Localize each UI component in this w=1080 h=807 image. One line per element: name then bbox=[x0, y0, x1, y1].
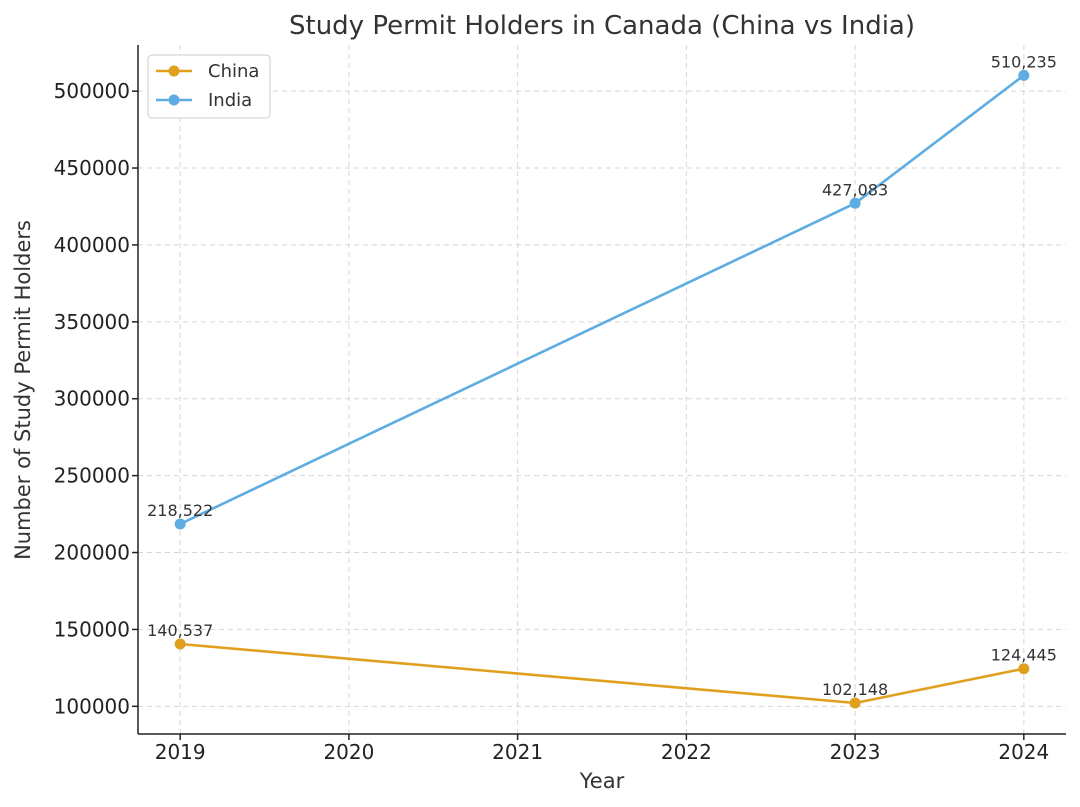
y-axis-label: Number of Study Permit Holders bbox=[11, 220, 35, 560]
y-tick-label: 450000 bbox=[54, 156, 130, 180]
legend: China India bbox=[147, 54, 271, 119]
y-tick-label: 250000 bbox=[54, 464, 130, 488]
x-tick-label: 2019 bbox=[155, 740, 206, 764]
china-data-point bbox=[849, 697, 861, 709]
data-labels: 140,537 102,148 124,445 218,522 427,083 510,2… bbox=[147, 52, 1057, 699]
india-data-point bbox=[174, 518, 186, 530]
x-tick-label: 2023 bbox=[830, 740, 881, 764]
china-legend-label: China bbox=[208, 61, 259, 82]
india-data-point bbox=[1018, 69, 1030, 81]
india-data-label: 218,522 bbox=[147, 501, 213, 520]
y-tick-label: 400000 bbox=[54, 233, 130, 257]
y-tick-label: 100000 bbox=[54, 694, 130, 718]
x-tick-label: 2024 bbox=[998, 740, 1049, 764]
india-legend-label: India bbox=[208, 90, 252, 111]
x-tick-label: 2020 bbox=[323, 740, 374, 764]
india-data-label: 427,083 bbox=[822, 180, 888, 199]
y-tick-label: 500000 bbox=[54, 79, 130, 103]
y-tick-label: 200000 bbox=[54, 541, 130, 565]
china-data-point bbox=[1018, 663, 1030, 675]
y-tick-label: 300000 bbox=[54, 387, 130, 411]
china-data-label: 140,537 bbox=[147, 621, 213, 640]
china-data-label: 102,148 bbox=[822, 680, 888, 699]
axes: 2019 2020 2021 2022 2023 2024 100000 150000 2000… bbox=[54, 45, 1066, 764]
china-data-label: 124,445 bbox=[991, 646, 1057, 665]
y-tick-label: 150000 bbox=[54, 617, 130, 641]
x-tick-label: 2022 bbox=[661, 740, 712, 764]
china-legend-marker bbox=[168, 65, 180, 77]
y-tick-label: 350000 bbox=[54, 310, 130, 334]
series bbox=[174, 69, 1030, 709]
chart-title: Study Permit Holders in Canada (China vs… bbox=[289, 11, 915, 41]
india-series-line bbox=[179, 74, 1025, 526]
china-series-line bbox=[180, 642, 1025, 705]
x-tick-label: 2021 bbox=[492, 740, 543, 764]
grid bbox=[138, 45, 1066, 734]
india-data-label: 510,235 bbox=[991, 52, 1057, 71]
x-axis-label: Year bbox=[579, 769, 625, 793]
china-data-point bbox=[174, 638, 186, 650]
india-data-point bbox=[849, 197, 861, 209]
india-legend-marker bbox=[168, 94, 180, 106]
